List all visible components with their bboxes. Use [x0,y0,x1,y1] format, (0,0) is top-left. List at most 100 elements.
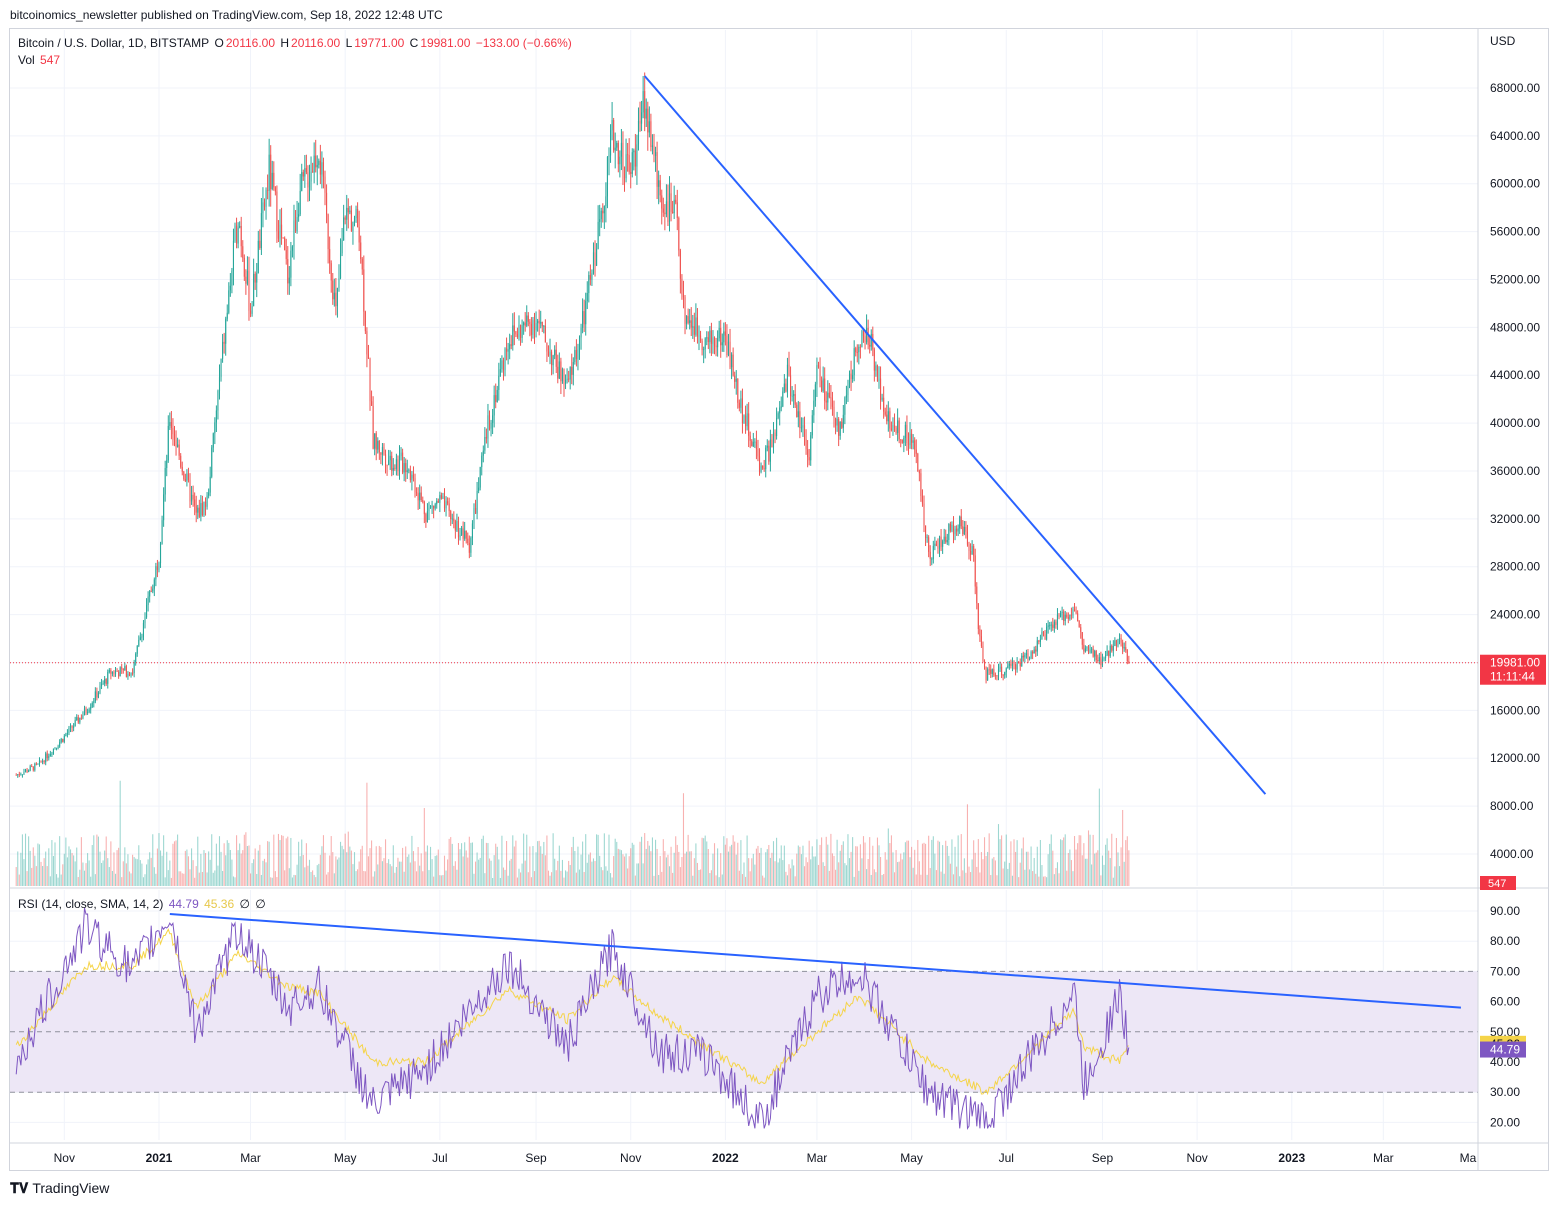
candle-body [929,551,931,559]
candle-body [467,538,469,543]
candle-body [731,354,733,368]
volume-bar [149,852,151,886]
volume-bar [914,849,916,886]
candle-body [1053,621,1055,628]
candle-body [875,365,877,371]
volume-bar [197,836,199,886]
candle-body [277,231,280,239]
volume-bar [807,862,809,886]
candle-body [127,673,129,677]
volume-bar [1028,869,1031,886]
candle-body [478,487,480,491]
candle-body [945,536,947,543]
candle-body [412,474,415,479]
volume-bar [42,865,44,886]
candle-body [492,415,494,423]
volume-bar [23,859,25,886]
volume-bar [69,849,72,886]
volume-bar [60,874,62,886]
candle-body [583,311,585,325]
candle-body [943,536,945,542]
tradingview-logo[interactable]: 𝐓𝐕 TradingView [10,1180,109,1197]
time-axis-label: May [900,1151,923,1165]
volume-bar [880,856,882,886]
time-axis-label: Mar [807,1151,828,1165]
candle-body [279,224,281,239]
volume-bar [184,850,186,886]
candle-body [813,400,815,416]
candle-body [386,464,388,466]
candle-body [281,224,283,238]
volume-bar [904,842,906,886]
candle-body [956,528,958,532]
volume-bar [335,856,337,886]
volume-bar [462,856,464,886]
volume-bar [987,851,989,886]
volume-bar [180,871,182,886]
candle-body [670,193,672,212]
volume-bar [166,851,168,886]
volume-bar [495,843,497,886]
candle-body [507,349,509,352]
candle-body [996,675,998,677]
candle-body [1115,640,1117,647]
candle-body [108,670,110,673]
volume-bar [405,846,407,886]
time-axis-label: 2022 [712,1151,739,1165]
volume-bar [440,875,442,886]
volume-bar [420,853,422,886]
candle-body [364,311,366,332]
hide-icon[interactable]: ∅ [239,897,250,911]
volume-bar [799,846,801,886]
volume-bar [240,853,242,886]
volume-bar [279,840,281,886]
candle-body [600,210,602,220]
candle-body [977,603,979,630]
volume-bar [21,834,23,886]
candle-body [667,201,669,222]
volume-bar [91,845,93,886]
candle-body [183,471,185,480]
time-axis-label: Sep [1092,1151,1114,1165]
candle-body [341,240,343,254]
volume-bar [665,857,667,886]
volume-bar [1038,876,1040,886]
candle-body [689,320,691,323]
candle-body [209,476,211,493]
candle-body [1021,655,1023,667]
volume-bar [195,866,197,886]
volume-bar [563,877,565,886]
volume-bar [119,780,121,886]
candle-body [656,152,658,187]
candle-body [940,536,942,547]
candle-body [763,468,765,470]
candle-body [912,440,914,443]
candle-body [310,171,312,182]
hide-icon[interactable]: ∅ [255,897,266,911]
volume-bar [451,843,453,886]
candle-body [257,240,259,274]
volume-bar [571,847,573,886]
candle-body [1044,634,1046,640]
volume-bar [527,872,529,886]
candle-body [349,210,351,213]
volume-bar [355,871,357,886]
volume-bar [574,850,576,886]
volume-bar [765,852,767,886]
volume-bar [501,835,503,886]
volume-bar [132,854,134,886]
candle-body [852,375,854,380]
rsi-legend: RSI (14, close, SMA, 14, 2) 44.79 45.36 … [18,897,268,911]
candle-body [262,202,264,214]
candle-body [746,413,748,427]
candle-body [220,358,222,378]
volume-bar [907,840,910,886]
volume-bar [768,844,770,886]
volume-bar [34,855,36,886]
volume-bar [509,860,511,886]
candle-body [710,330,712,344]
candle-body [51,753,53,755]
volume-bar [322,835,325,886]
candle-body [1120,638,1122,643]
